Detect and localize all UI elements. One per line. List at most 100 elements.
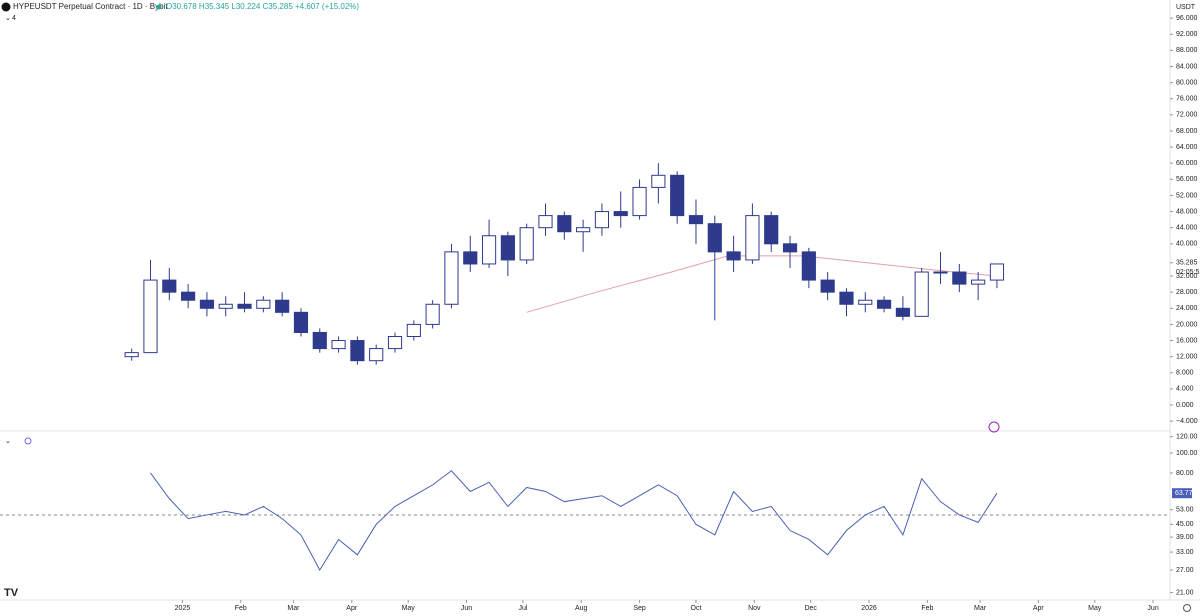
y-tick-label: 120.00 [1176,434,1198,441]
candle-body [425,303,440,325]
candle-body [387,336,403,350]
candle-body [782,243,798,253]
candle-body [895,307,910,317]
y-tick-label: 76.000 [1176,96,1198,103]
candle-body [877,299,892,309]
y-tick-label: 40.000 [1176,241,1198,248]
x-tick-label: Sep [633,605,646,612]
x-tick-label: 2026 [861,605,877,612]
y-tick-label: 52.000 [1176,192,1198,199]
y-tick-label: 32.000 [1176,273,1198,280]
logo: TV [4,587,19,599]
candle-body [293,311,309,333]
collapse-toggle[interactable]: ⌄ [5,15,11,22]
candle-body [613,211,628,217]
rsi-line [150,470,998,572]
candle-body [764,215,779,245]
moving-average [526,255,997,313]
candle-body [369,348,384,362]
candle-body [218,303,233,309]
candle-body [820,279,835,293]
candle-body [463,251,478,265]
candle-body [933,271,948,274]
y-tick-label: 84.000 [1176,63,1198,70]
candle-body [557,215,572,233]
candle-body [124,352,139,358]
candle-body [971,279,986,285]
y-tick-label: 0.000 [1176,402,1194,409]
y-tick-label: 12.000 [1176,353,1198,360]
candle-body [858,299,873,305]
y-tick-label: 80.000 [1176,79,1198,86]
y-tick-label: 33.00 [1176,549,1194,556]
candle-body [481,235,497,265]
y-tick-label: 44.000 [1176,225,1198,232]
countdown: 02:05:52 [1176,269,1200,276]
x-tick-label: May [402,605,416,612]
candle-body [801,251,816,281]
ohlc-legend: O30.678 H35.345 L30.224 C35.285 +4.607 (… [166,2,359,11]
candle-body [275,299,290,313]
candle-body [312,331,327,350]
x-tick-label: Mar [974,605,987,612]
rsi-settings[interactable] [24,437,32,445]
y-tick-label: 4.000 [1176,386,1194,393]
candle-body [632,186,647,217]
candle-body [707,223,722,253]
y-tick-label: 8.000 [1176,370,1194,377]
y-tick-label: 88.000 [1176,47,1198,54]
candle-body [199,299,214,309]
candle-body [519,227,534,261]
candle-body [745,215,760,261]
y-tick-label: 28.000 [1176,289,1198,296]
x-tick-label: Apr [1033,605,1045,612]
y-tick-label: 68.000 [1176,128,1198,135]
y-tick-label: 24.000 [1176,305,1198,312]
y-tick-label: 39.00 [1176,534,1194,541]
x-tick-label: Feb [921,605,933,612]
x-tick-label: Dec [804,605,817,612]
candle-body [500,235,515,261]
x-tick-label: Jun [1147,605,1158,612]
event-marker[interactable] [988,421,1000,433]
x-tick-label: Nov [748,605,761,612]
candle-body [406,323,421,338]
candle-body [594,211,610,229]
indicator-count[interactable]: 4 [12,15,16,22]
y-tick-label: 27.00 [1176,567,1194,574]
y-tick-label: 21.00 [1176,589,1194,596]
y-tick-label: 92.000 [1176,31,1198,38]
y-tick-label: 45.00 [1176,521,1194,528]
y-tick-label: 20.000 [1176,321,1198,328]
candle-body [651,174,666,188]
candle-body [444,251,459,305]
y-tick-label: 80.00 [1176,470,1194,477]
x-tick-label: Aug [575,605,588,612]
candle-body [726,251,741,261]
currency[interactable]: USDT [1176,4,1196,11]
x-tick-label: Apr [346,605,358,612]
candle-body [688,215,704,225]
y-tick-label: 53.00 [1176,507,1194,514]
rsi-collapse[interactable]: ⌄ [5,438,11,445]
candle-body [576,227,591,233]
x-tick-label: May [1088,605,1102,612]
last-value-label: 63.77 [1175,490,1193,497]
symbol-icon [1,2,11,12]
settings-button[interactable] [1183,604,1191,612]
status-dot [156,4,162,10]
chart-title: HYPEUSDT Perpetual Contract · 1D · Bybit [13,2,168,11]
last-value-badge [1172,488,1192,499]
y-tick-label: −4.000 [1176,418,1198,425]
y-tick-label: 100.00 [1176,450,1198,457]
candle-body [538,215,553,229]
candle-body [914,271,929,317]
x-tick-label: 2025 [175,605,191,612]
candle-body [143,279,158,354]
y-tick-label: 96.000 [1176,15,1198,22]
currency-button[interactable] [1173,1,1199,13]
candle-body [839,291,854,305]
y-tick-label: 16.000 [1176,337,1198,344]
y-tick-label: 56.000 [1176,176,1198,183]
